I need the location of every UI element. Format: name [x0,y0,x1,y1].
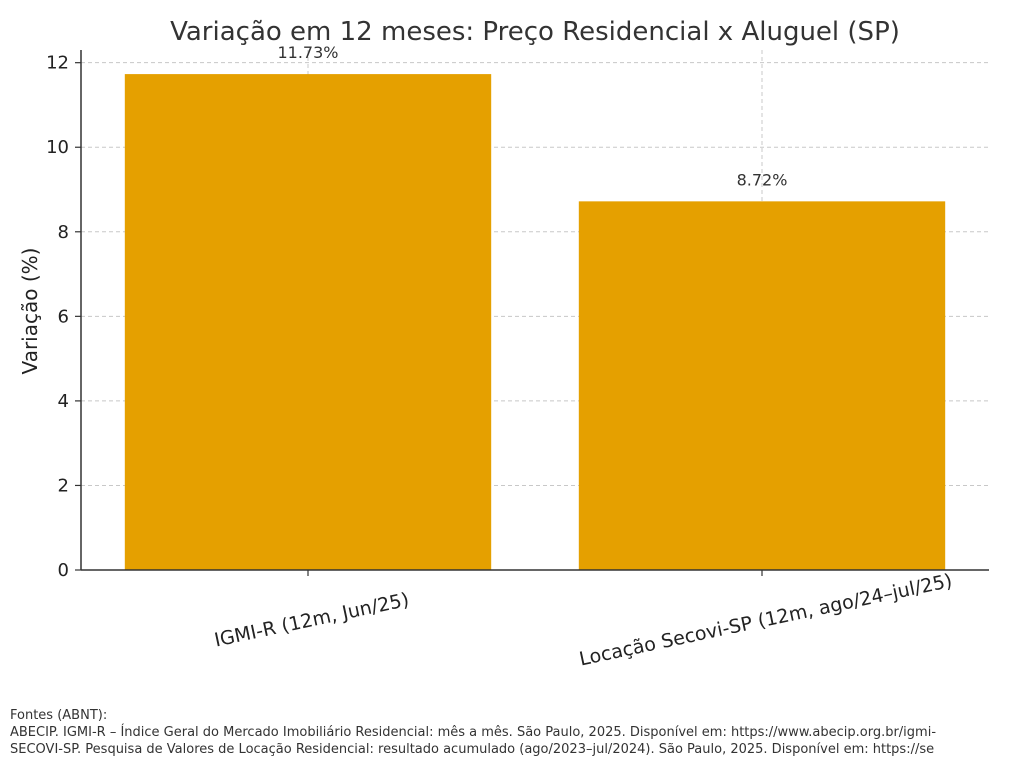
y-tick-label: 10 [46,137,69,158]
bars [124,74,946,570]
chart-title: Variação em 12 meses: Preço Residencial … [170,17,900,47]
axes: 0 2 4 6 8 10 12 [46,50,989,581]
y-tick-label: 4 [58,391,69,412]
bar-1 [124,74,492,570]
y-tick-label: 12 [46,53,69,74]
sources-note: Fontes (ABNT): ABECIP. IGMI-R – Índice G… [10,707,1024,758]
bar-chart: Variação em 12 meses: Preço Residencial … [18,17,989,671]
bar-value-label: 11.73% [277,43,338,62]
bar-2 [578,201,946,570]
y-axis-title: Variação (%) [18,248,42,375]
y-tick-label: 8 [58,222,69,243]
y-tick-label: 6 [58,306,69,327]
source-line-secovi: SECOVI-SP. Pesquisa de Valores de Locaçã… [10,742,935,757]
bar-value-label: 8.72% [737,170,788,189]
sources-heading: Fontes (ABNT): [10,708,108,723]
x-category-label: IGMI-R (12m, Jun/25) [212,589,411,652]
y-tick-label: 2 [58,475,69,496]
source-line-abecip: ABECIP. IGMI-R – Índice Geral do Mercado… [10,725,937,740]
x-category-label: Locação Secovi-SP (12m, ago/24–jul/25) [577,570,954,671]
y-tick-label: 0 [58,560,69,581]
